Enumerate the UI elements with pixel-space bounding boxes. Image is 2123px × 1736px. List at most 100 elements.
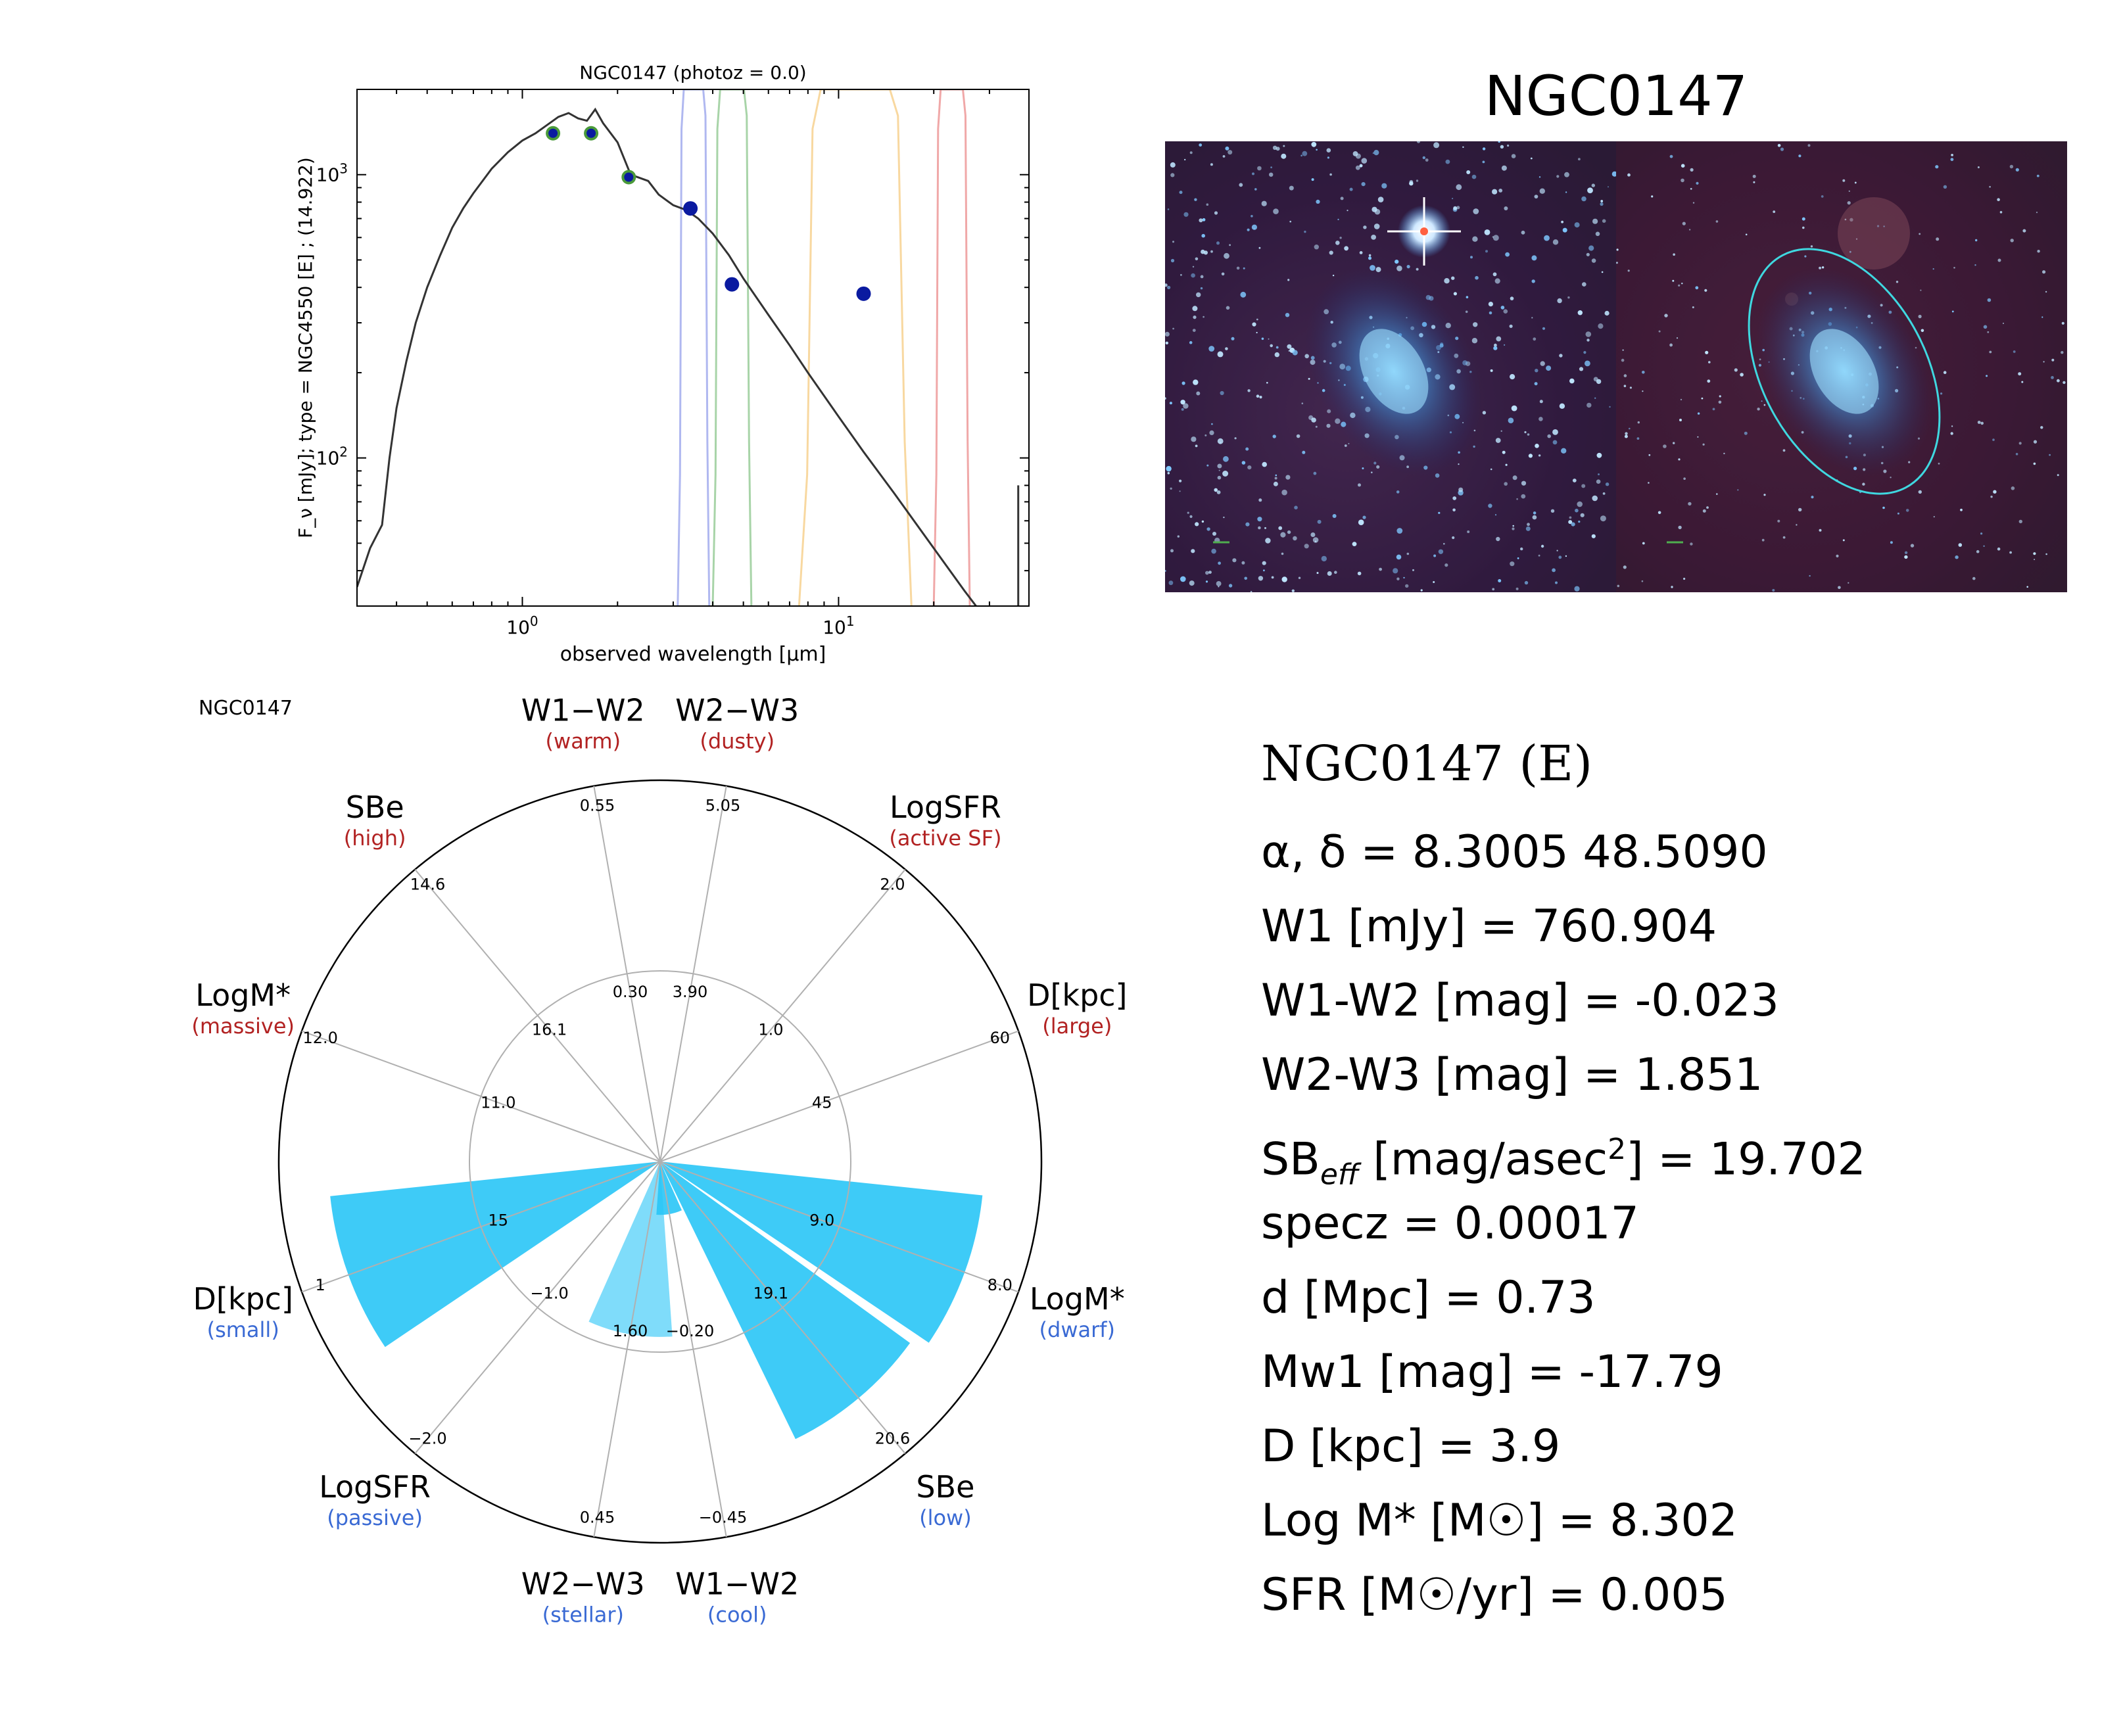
radar-outer-tick: 14.6 [410, 876, 445, 894]
coords-line: α, δ = 8.3005 48.5090 [1261, 826, 1768, 878]
radar-spoke [301, 1161, 661, 1293]
dkpc-line: D [kpc] = 3.9 [1261, 1420, 1561, 1472]
radar-outer-tick: 2.0 [880, 876, 905, 894]
radar-outer-tick: 1 [316, 1276, 325, 1294]
image-panel-title: NGC0147 [1485, 64, 1748, 128]
photometry-point [546, 126, 561, 141]
radar-axis-name: D[kpc] [1027, 977, 1127, 1013]
radar-spoke [593, 786, 661, 1162]
info-panel: NGC0147 (E) α, δ = 8.3005 48.5090 W1 [mJ… [1261, 726, 1866, 1632]
radar-spoke [659, 869, 906, 1162]
radar-outer-tick: 0.55 [580, 796, 615, 814]
radar-axis-name: LogM* [195, 977, 291, 1013]
photometry-point [621, 170, 636, 185]
photometry-point [725, 277, 740, 292]
radar-axis-name: W1−W2 [521, 692, 645, 728]
radar-outer-tick: −0.45 [699, 1509, 748, 1527]
radar-axis-qualifier: (stellar) [542, 1603, 624, 1628]
radar-outer-tick: −2.0 [408, 1429, 446, 1447]
photometry-point [584, 126, 599, 141]
radar-spoke [659, 1161, 906, 1454]
sed-chart: NGC0147 (photoz = 0.0) 100 101 102 103 obse… [295, 62, 1030, 666]
radar-bars [330, 1161, 983, 1440]
filter-curve-W4 [932, 89, 971, 606]
bright-star-icon [1387, 197, 1461, 266]
radar-mid-tick: 16.1 [532, 1020, 567, 1039]
radar-spoke [659, 1161, 727, 1537]
specz-line: specz = 0.00017 [1261, 1198, 1639, 1250]
radar-mid-tick: 45 [812, 1093, 832, 1112]
radar-outer-tick: 60 [990, 1029, 1011, 1047]
radar-axis-qualifier: (dwarf) [1039, 1317, 1115, 1342]
radar-corner-label: NGC0147 [199, 697, 293, 720]
mw1-line: Mw1 [mag] = -17.79 [1261, 1346, 1723, 1398]
sed-photometry-points [546, 126, 871, 301]
w2w3-line: W2-W3 [mag] = 1.851 [1261, 1049, 1763, 1101]
radar-spoke [414, 1161, 661, 1454]
radar-mid-tick: −1.0 [530, 1284, 568, 1303]
radar-spoke [593, 1161, 661, 1537]
logm-line: Log M* [M☉] = 8.302 [1261, 1495, 1738, 1547]
radar-outer-tick: 12.0 [302, 1029, 337, 1047]
radar-bar-LogM* [660, 1161, 983, 1343]
radar-mid-tick: 1.0 [758, 1020, 783, 1039]
radar-axis-name: SBe [916, 1469, 974, 1505]
radar-outer-tick: 5.05 [705, 796, 740, 814]
radar-grid [277, 779, 1043, 1544]
radar-axis-labels: 0.550.30W1−W2(warm)5.053.90W2−W3(dusty)1… [191, 692, 1127, 1627]
radar-spoke [659, 786, 727, 1162]
radar-mid-tick: 15 [489, 1211, 509, 1230]
radar-axis-qualifier: (warm) [546, 728, 621, 753]
radar-outer-tick: 20.6 [875, 1429, 910, 1447]
sed-ytick-label: 102 [316, 444, 348, 469]
sfr-line: SFR [M☉/yr] = 0.005 [1261, 1569, 1728, 1621]
radar-axis-name: LogSFR [319, 1469, 431, 1505]
sed-ylabel: F_ν [mJy]; type = NGC4550 [E] ; (14.922) [295, 157, 316, 538]
radar-mid-tick: 1.60 [613, 1322, 648, 1340]
radar-mid-tick: 0.30 [613, 983, 648, 1001]
radar-axis-qualifier: (passive) [327, 1505, 423, 1530]
radar-axis-qualifier: (small) [207, 1317, 279, 1342]
radar-mid-ring [469, 970, 851, 1353]
radar-spoke [301, 1030, 661, 1162]
radar-spoke [659, 1161, 1019, 1293]
filter-curve-W1 [677, 89, 711, 606]
sed-plot-frame [356, 89, 1030, 607]
sed-title: NGC0147 (photoz = 0.0) [579, 62, 806, 83]
sed-template-curve [357, 107, 1020, 606]
radar-mid-tick: 9.0 [809, 1211, 834, 1230]
sed-xtick-label: 100 [506, 613, 538, 638]
radar-axis-qualifier: (massive) [191, 1014, 295, 1039]
radar-mid-tick: 19.1 [753, 1284, 788, 1303]
image-panel: NGC0147 [1165, 64, 2067, 592]
distance-line: d [Mpc] = 0.73 [1261, 1272, 1596, 1324]
radar-outer-tick: 8.0 [988, 1276, 1013, 1294]
w1-line: W1 [mJy] = 760.904 [1261, 901, 1717, 952]
radar-spoke [414, 869, 661, 1162]
image-left-starfield [1165, 141, 1616, 592]
sed-xlabel: observed wavelength [μm] [560, 643, 826, 666]
object-title: NGC0147 (E) [1261, 736, 1593, 792]
filter-curve-W2 [711, 89, 753, 606]
radar-bar-D[kpc] [330, 1161, 660, 1348]
radar-axis-qualifier: (high) [344, 826, 406, 851]
radar-axis-qualifier: (cool) [707, 1603, 767, 1628]
radar-bar-W2−W3 [588, 1161, 673, 1337]
radar-mid-tick: 11.0 [481, 1093, 515, 1112]
radar-bar-SBe [660, 1161, 911, 1440]
radar-axis-name: W1−W2 [675, 1566, 799, 1602]
photometry-point [683, 201, 698, 216]
photometry-point [856, 286, 871, 301]
template-curve-line [357, 107, 978, 606]
radar-axis-qualifier: (dusty) [700, 728, 775, 753]
sed-axis-ticks: 100 101 102 103 [316, 89, 1030, 638]
sed-ytick-label: 103 [316, 161, 348, 186]
radar-outer-tick: 0.45 [580, 1509, 615, 1527]
sed-xtick-label: 101 [823, 613, 854, 638]
radar-axis-qualifier: (active SF) [889, 826, 1001, 851]
radar-outer-ring [277, 779, 1043, 1544]
radar-axis-name: LogM* [1030, 1281, 1125, 1317]
radar-chart: NGC0147 0.550.30W1−W2(warm)5.053.90W2−W3… [191, 692, 1127, 1627]
radar-axis-name: W2−W3 [675, 692, 799, 728]
